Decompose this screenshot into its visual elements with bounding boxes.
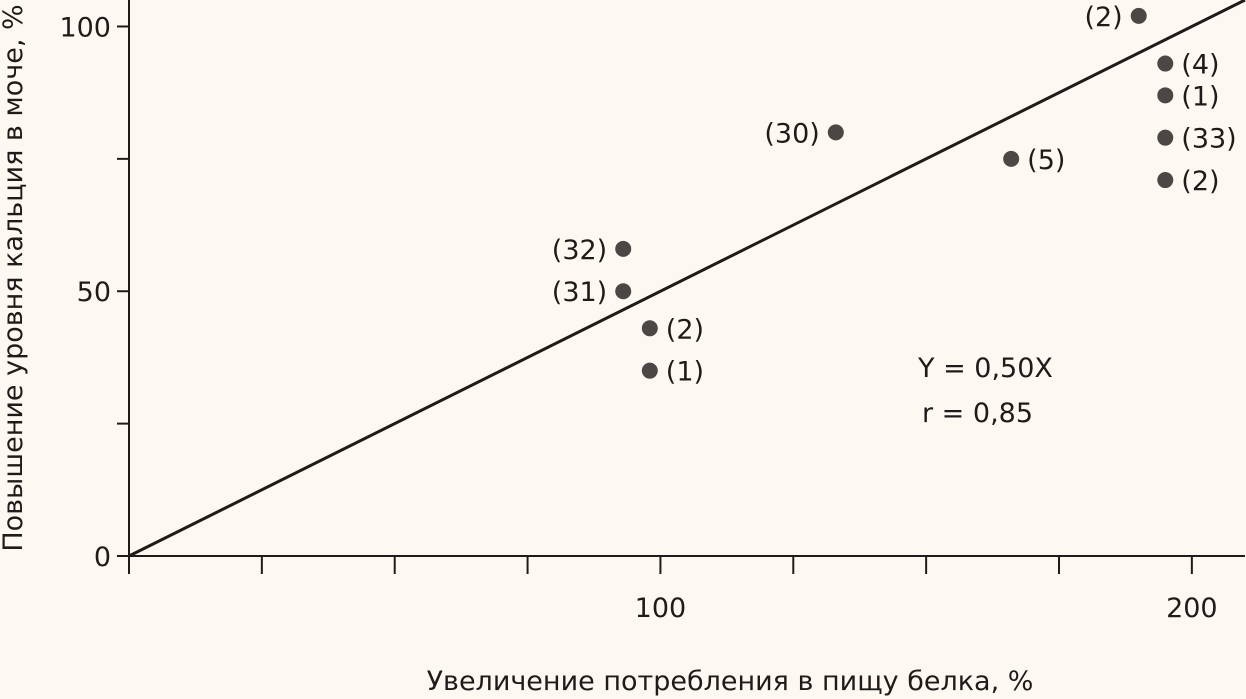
- data-point: [1130, 7, 1147, 24]
- data-point-label: (2): [666, 314, 704, 345]
- regression-equation: Y = 0,50X: [917, 353, 1053, 384]
- y-tick-label: 50: [77, 277, 111, 308]
- data-point: [615, 283, 632, 300]
- data-point-label: (1): [1181, 81, 1219, 112]
- x-axis-title: Увеличение потребления в пищу белка, %: [427, 666, 1034, 697]
- regression-line-group: [128, 0, 1246, 558]
- y-axis-title: Повышение уровня кальция в моче, %: [0, 4, 29, 551]
- data-point: [615, 240, 632, 257]
- axis-ticks: 0 50 100 100 200: [59, 12, 1217, 624]
- data-point-label: (2): [1084, 2, 1122, 33]
- data-point: [827, 124, 844, 141]
- data-point: [1157, 87, 1174, 104]
- x-tick-label: 200: [1166, 593, 1218, 624]
- x-tick-label: 100: [635, 593, 687, 624]
- data-point: [1157, 55, 1174, 72]
- correlation-coefficient: r = 0,85: [922, 398, 1033, 429]
- regression-line: [128, 0, 1246, 558]
- data-point: [1157, 172, 1174, 189]
- data-point: [1003, 150, 1020, 167]
- data-point: [641, 362, 658, 379]
- point-labels: (32)(31)(2)(1)(30)(5)(2)(4)(1)(33)(2): [552, 2, 1237, 388]
- y-tick-label: 100: [59, 12, 111, 43]
- data-point-label: (2): [1181, 166, 1219, 197]
- data-point-label: (1): [666, 357, 704, 388]
- data-point-label: (31): [552, 277, 607, 308]
- data-point: [641, 320, 658, 337]
- data-point-label: (30): [764, 118, 819, 149]
- y-tick-label: 0: [94, 542, 111, 573]
- data-points: [615, 7, 1174, 379]
- data-point-label: (4): [1181, 50, 1219, 81]
- data-point-label: (33): [1181, 124, 1236, 155]
- data-point: [1157, 129, 1174, 146]
- data-point-label: (5): [1027, 145, 1065, 176]
- data-point-label: (32): [552, 235, 607, 266]
